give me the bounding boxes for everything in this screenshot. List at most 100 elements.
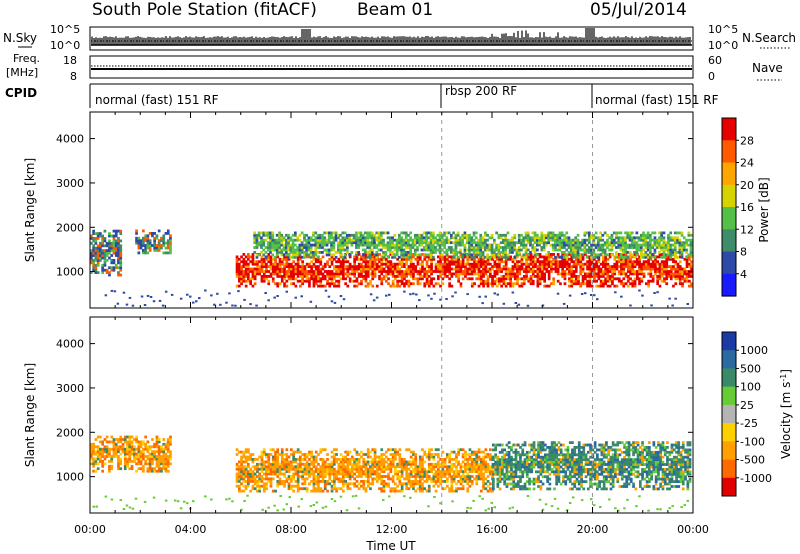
power-echo-cell xyxy=(425,246,428,249)
velocity-echo-cell xyxy=(164,457,168,461)
power-echo-cell xyxy=(479,251,483,254)
velocity-echo-cell xyxy=(355,460,359,464)
velocity-echo-cell xyxy=(319,467,323,471)
power-echo-cell xyxy=(489,262,492,266)
power-echo-cell xyxy=(312,270,316,273)
power-echo-cell xyxy=(498,262,501,266)
power-echo-cell xyxy=(685,243,688,247)
power-echo-cell xyxy=(525,277,528,281)
power-echo-cell xyxy=(556,238,559,242)
velocity-echo-cell xyxy=(292,455,295,459)
power-echo-cell xyxy=(543,279,546,283)
power-echo-cell xyxy=(450,248,453,252)
power-echo-cell xyxy=(516,262,519,266)
power-echo-cell xyxy=(455,260,458,264)
power-echo-cell xyxy=(400,279,404,283)
power-echo-cell xyxy=(153,244,156,247)
power-echo-cell xyxy=(162,236,166,240)
power-echo-cell xyxy=(629,282,632,286)
velocity-echo-cell xyxy=(357,465,361,469)
power-echo-cell xyxy=(620,265,623,268)
velocity-echo-cell xyxy=(160,457,163,461)
power-echo-cell xyxy=(583,241,587,245)
power-echo-cell xyxy=(328,282,332,286)
power-echo-cell xyxy=(495,262,499,266)
velocity-echo-cell xyxy=(148,462,152,466)
power-echo-cell xyxy=(622,253,626,256)
velocity-echo-cell xyxy=(305,477,309,481)
velocity-echo-cell xyxy=(276,462,280,466)
power-near-range-cell xyxy=(638,289,641,292)
power-colorbar-swatch xyxy=(722,118,736,141)
power-echo-cell xyxy=(662,248,666,252)
power-echo-cell xyxy=(540,248,544,252)
velocity-echo-cell xyxy=(278,467,282,471)
power-echo-cell xyxy=(493,251,496,254)
velocity-echo-cell xyxy=(339,453,343,456)
power-echo-cell xyxy=(269,233,272,237)
power-echo-cell xyxy=(649,267,653,271)
power-echo-cell xyxy=(253,267,257,271)
power-echo-cell xyxy=(508,243,512,247)
power-echo-cell xyxy=(166,241,170,245)
power-echo-cell xyxy=(351,270,354,273)
power-echo-cell xyxy=(474,248,478,252)
power-echo-cell xyxy=(465,236,469,240)
velocity-echo-cell xyxy=(114,450,118,454)
power-echo-cell xyxy=(287,270,291,273)
power-echo-cell xyxy=(457,275,460,278)
power-echo-cell xyxy=(538,255,542,259)
power-echo-cell xyxy=(416,260,420,264)
power-echo-cell xyxy=(502,238,505,242)
power-echo-cell xyxy=(361,238,365,242)
power-echo-cell xyxy=(114,232,118,235)
velocity-echo-cell xyxy=(312,458,316,461)
velocity-echo-cell xyxy=(148,460,152,463)
power-echo-cell xyxy=(464,267,467,271)
power-echo-cell xyxy=(624,260,628,264)
velocity-echo-cell xyxy=(342,475,345,478)
power-echo-cell xyxy=(533,246,537,249)
nsky-trace xyxy=(91,28,692,46)
power-echo-cell xyxy=(660,267,664,271)
power-echo-cell xyxy=(588,279,592,283)
power-echo-cell xyxy=(413,251,417,254)
velocity-echo-cell xyxy=(242,470,246,473)
velocity-echo-cell xyxy=(139,452,143,456)
velocity-echo-cell xyxy=(146,445,150,449)
power-echo-cell xyxy=(333,282,336,286)
power-echo-cell xyxy=(418,233,422,237)
power-echo-cell xyxy=(355,246,358,249)
power-echo-cell xyxy=(578,243,582,247)
power-near-range-cell xyxy=(122,291,126,294)
power-echo-cell xyxy=(676,272,680,276)
power-echo-cell xyxy=(255,255,259,259)
power-echo-cell xyxy=(604,272,607,276)
power-echo-cell xyxy=(531,248,535,252)
power-echo-cell xyxy=(630,236,634,240)
power-echo-cell xyxy=(617,243,621,247)
power-echo-cell xyxy=(629,270,632,273)
power-echo-cell xyxy=(437,282,440,286)
power-echo-cell xyxy=(369,262,372,266)
power-echo-cell xyxy=(275,251,279,254)
power-echo-cell xyxy=(244,255,248,259)
velocity-echo-cell xyxy=(114,438,118,441)
power-echo-cell xyxy=(330,282,334,286)
power-echo-cell xyxy=(538,272,542,276)
velocity-echo-cell xyxy=(317,453,320,456)
velocity-echo-cell xyxy=(238,489,241,493)
power-echo-cell xyxy=(554,241,557,245)
power-echo-cell xyxy=(378,270,381,273)
power-echo-cell xyxy=(452,272,456,276)
power-echo-cell xyxy=(323,275,327,278)
power-echo-cell xyxy=(330,270,334,273)
velocity-echo-cell xyxy=(280,460,284,464)
power-echo-cell xyxy=(636,260,639,264)
power-echo-cell xyxy=(567,243,571,247)
power-echo-cell xyxy=(298,246,302,249)
power-echo-cell xyxy=(572,251,575,254)
power-echo-cell xyxy=(624,275,628,278)
nave-label: Nave xyxy=(752,61,783,75)
power-echo-cell xyxy=(454,246,458,249)
